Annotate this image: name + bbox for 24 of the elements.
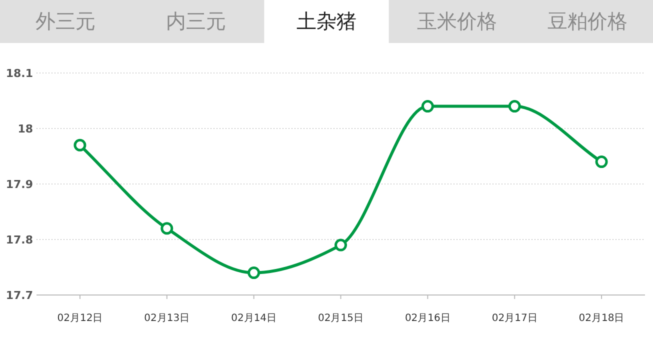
point	[334, 238, 347, 252]
text: 内三元	[166, 9, 226, 33]
point	[595, 156, 608, 168]
point	[421, 100, 434, 113]
chart-title: 土杂猪	[296, 9, 356, 33]
x-tick-label: 02月15日	[318, 313, 364, 324]
y-tick-label: 17.9	[6, 178, 33, 191]
x-tick-label: 02月18日	[578, 313, 624, 324]
text: 外三元	[35, 9, 96, 33]
point	[160, 222, 174, 235]
y-tick-label: 17.8	[6, 234, 33, 246]
point	[248, 266, 260, 280]
point	[74, 138, 86, 152]
x-tick-label: 02月14日	[231, 313, 277, 324]
x-tick-label: 02月13日	[144, 313, 190, 324]
x-tick-label: 02月17日	[492, 313, 538, 324]
text: 玉米价格	[417, 9, 498, 33]
x-tick-label: 02月12日	[57, 313, 103, 324]
text: 豆粕价格	[548, 9, 628, 33]
point	[508, 100, 521, 113]
y-tick-label: 18	[18, 122, 33, 136]
y-tick-label: 17.7	[6, 289, 33, 302]
x-tick-label: 02月16日	[404, 313, 450, 324]
y-tick-label: 18.1	[6, 67, 33, 80]
